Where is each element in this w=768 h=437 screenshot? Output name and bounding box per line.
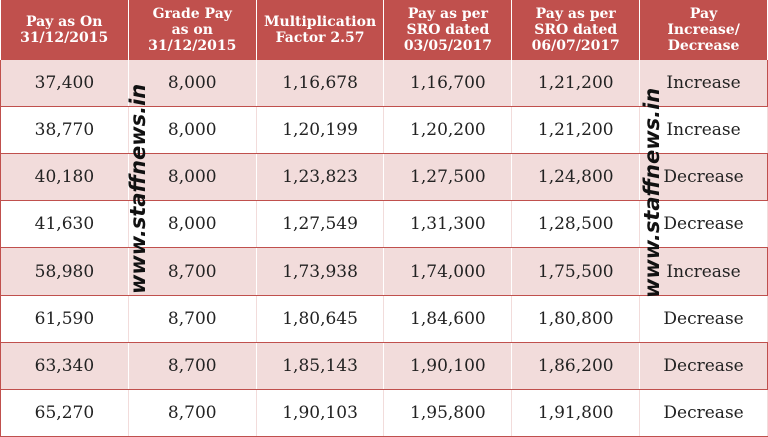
table-cell: 1,80,800 xyxy=(511,295,641,343)
table-cell: 37,400 xyxy=(0,60,129,108)
table-cell: Increase xyxy=(639,247,768,296)
table-cell: 8,700 xyxy=(128,342,257,390)
table-row: 58,980 8,700 1,73,938 1,74,000 1,75,500 Incre… xyxy=(0,247,768,296)
table-body: 37,400 8,000 1,16,678 1,16,700 1,21,200 Incre… xyxy=(0,60,768,437)
table-cell: 1,20,200 xyxy=(383,106,513,155)
table-cell: 65,270 xyxy=(0,389,129,437)
table-row: 40,180 8,000 1,23,823 1,27,500 1,24,800 Decre… xyxy=(0,153,768,202)
watermark: www.staffnews.in xyxy=(126,83,150,294)
header-cell: Pay as On 31/12/2015 xyxy=(0,0,129,60)
table-cell: 58,980 xyxy=(0,247,129,296)
table-cell: 8,000 xyxy=(128,153,257,202)
header-cell: Pay as per SRO dated 03/05/2017 xyxy=(383,0,513,60)
table-cell: 38,770 xyxy=(0,106,129,155)
table-cell: 8,000 xyxy=(128,60,257,108)
table-row: 41,630 8,000 1,27,549 1,31,300 1,28,500 Decre… xyxy=(0,200,768,249)
table-cell: 1,21,200 xyxy=(511,60,641,108)
table-cell: 1,91,800 xyxy=(511,389,641,437)
table-cell: Increase xyxy=(639,106,768,155)
table-cell: 1,80,645 xyxy=(256,295,385,343)
table-cell: 1,20,199 xyxy=(256,106,385,155)
table-cell: 1,24,800 xyxy=(511,153,641,202)
table-cell: 1,84,600 xyxy=(383,295,513,343)
header-row: Pay as On 31/12/2015 Grade Pay as on 31/1… xyxy=(0,0,768,60)
table-cell: 61,590 xyxy=(0,295,129,343)
table-row: 65,270 8,700 1,90,103 1,95,800 1,91,800 Decre… xyxy=(0,389,768,437)
table-cell: 8,700 xyxy=(128,247,257,296)
table-cell: 1,16,678 xyxy=(256,60,385,108)
header-cell: Multiplication Factor 2.57 xyxy=(256,0,385,60)
table-cell: 1,27,500 xyxy=(383,153,513,202)
table-cell: 1,31,300 xyxy=(383,200,513,249)
table-cell: Decrease xyxy=(639,342,768,390)
table-cell: 8,700 xyxy=(128,295,257,343)
table-row: 63,340 8,700 1,85,143 1,90,100 1,86,200 Decre… xyxy=(0,342,768,390)
header-cell: Pay Increase/ Decrease xyxy=(639,0,768,60)
table-cell: 8,000 xyxy=(128,106,257,155)
table-cell: 8,000 xyxy=(128,200,257,249)
table-cell: 1,90,103 xyxy=(256,389,385,437)
table-cell: Decrease xyxy=(639,389,768,437)
table-row: 37,400 8,000 1,16,678 1,16,700 1,21,200 Incre… xyxy=(0,60,768,108)
table-row: 38,770 8,000 1,20,199 1,20,200 1,21,200 Incre… xyxy=(0,106,768,155)
table-cell: 1,23,823 xyxy=(256,153,385,202)
table-cell: Decrease xyxy=(639,200,768,249)
table-cell: 1,28,500 xyxy=(511,200,641,249)
table-cell: 40,180 xyxy=(0,153,129,202)
watermark: www.staffnews.in xyxy=(640,87,664,298)
table-cell: 63,340 xyxy=(0,342,129,390)
table-cell: 1,74,000 xyxy=(383,247,513,296)
table-cell: 1,86,200 xyxy=(511,342,641,390)
table-cell: Increase xyxy=(639,60,768,108)
table-cell: 1,73,938 xyxy=(256,247,385,296)
table-cell: 1,90,100 xyxy=(383,342,513,390)
table-cell: 41,630 xyxy=(0,200,129,249)
table-cell: 1,27,549 xyxy=(256,200,385,249)
table-row: 61,590 8,700 1,80,645 1,84,600 1,80,800 Decre… xyxy=(0,295,768,343)
table-cell: Decrease xyxy=(639,295,768,343)
header-cell: Pay as per SRO dated 06/07/2017 xyxy=(511,0,641,60)
table-cell: 1,85,143 xyxy=(256,342,385,390)
table-cell: 8,700 xyxy=(128,389,257,437)
table-cell: Decrease xyxy=(639,153,768,202)
table-cell: 1,95,800 xyxy=(383,389,513,437)
header-cell: Grade Pay as on 31/12/2015 xyxy=(128,0,257,60)
table-cell: 1,16,700 xyxy=(383,60,513,108)
table-cell: 1,21,200 xyxy=(511,106,641,155)
table-cell: 1,75,500 xyxy=(511,247,641,296)
